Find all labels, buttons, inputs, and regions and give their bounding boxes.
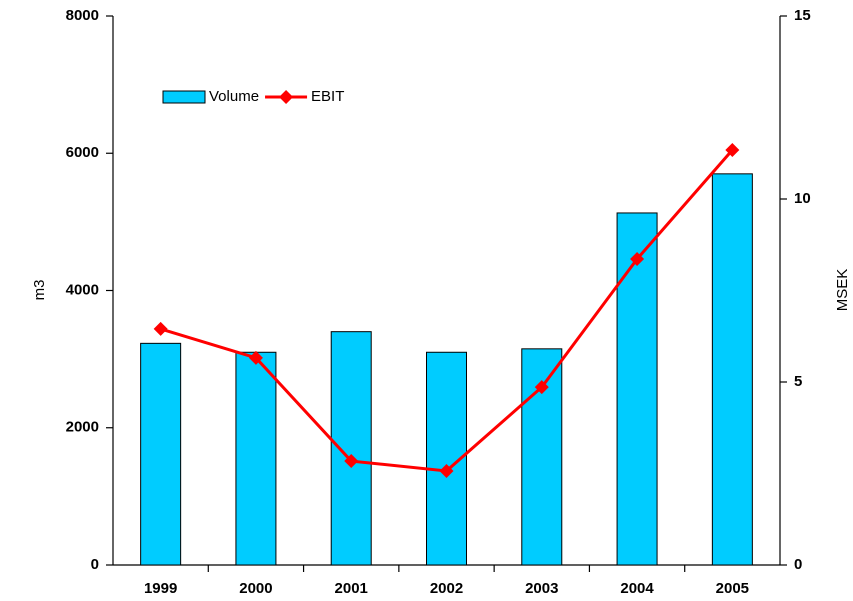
legend-label: Volume [209, 88, 259, 105]
x-tick-label: 2003 [525, 580, 558, 597]
marker [153, 321, 168, 336]
y-tick-label: 4000 [66, 281, 99, 298]
x-tick-label: 2001 [335, 580, 368, 597]
y-axis-label: m3 [31, 280, 48, 301]
y2-axis-label: MSEK [834, 269, 851, 312]
x-tick-label: 2000 [239, 580, 272, 597]
x-tick-label: 2005 [716, 580, 749, 597]
marker [725, 142, 740, 157]
marker [534, 380, 549, 395]
x-tick-label: 2002 [430, 580, 463, 597]
legend-label: EBIT [311, 88, 344, 105]
bar [616, 212, 658, 566]
legend-swatch [162, 90, 206, 104]
y-tick-label: 0 [91, 556, 99, 573]
marker [248, 350, 263, 365]
x-tick-label: 1999 [144, 580, 177, 597]
y-tick-label: 6000 [66, 144, 99, 161]
y2-tick-label: 0 [794, 556, 802, 573]
y-tick-label: 8000 [66, 7, 99, 24]
bar [235, 351, 277, 566]
bar [330, 331, 372, 566]
x-tick-label: 2004 [620, 580, 654, 597]
y-tick-label: 2000 [66, 419, 99, 436]
y2-tick-label: 15 [794, 7, 811, 24]
y2-tick-label: 10 [794, 190, 811, 207]
marker [630, 252, 645, 267]
marker [344, 454, 359, 469]
bar [140, 342, 182, 566]
bar [711, 173, 753, 566]
y2-tick-label: 5 [794, 373, 802, 390]
legend-marker [279, 90, 294, 104]
marker [439, 463, 454, 478]
